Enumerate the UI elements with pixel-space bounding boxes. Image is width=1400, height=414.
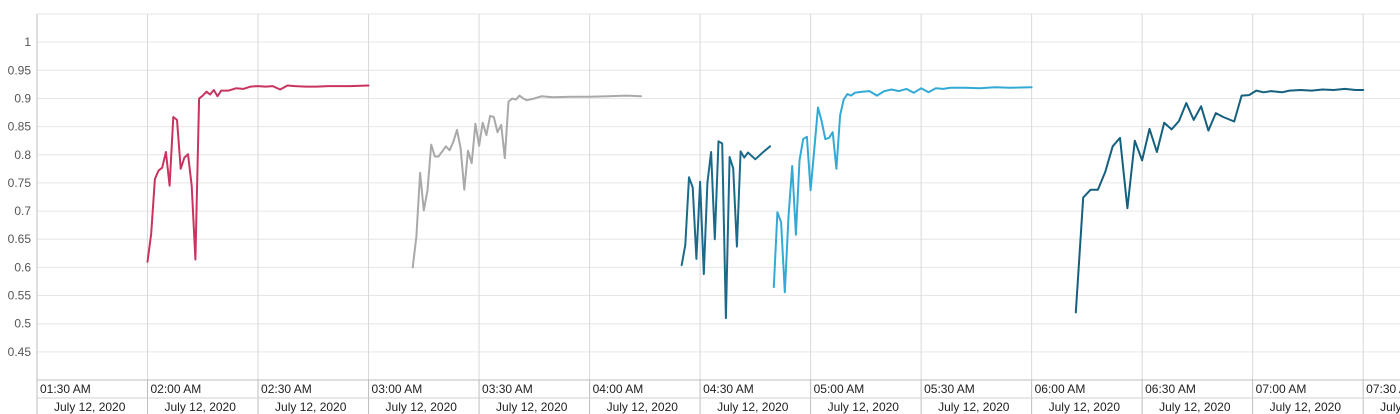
x-tick-time-label: 03:00 AM [372,382,423,396]
y-tick-label: 0.45 [8,345,32,359]
x-tick-time-label: 04:00 AM [593,382,644,396]
x-tick-time-label: 06:00 AM [1035,382,1086,396]
y-tick-label: 0.8 [14,148,31,162]
x-tick-date-label: July 12, 2020 [828,400,900,414]
x-tick-time-label: 07:00 AM [1256,382,1307,396]
x-tick-date-label: July 12, 2020 [1159,400,1231,414]
y-tick-label: 0.55 [8,289,32,303]
x-tick-date-label: July 12, 2020 [54,400,126,414]
x-tick-time-label: 05:00 AM [814,382,865,396]
x-tick-time-label: 05:30 AM [924,382,975,396]
y-tick-label: 0.85 [8,120,32,134]
series-line-2 [411,94,643,269]
x-tick-date-label: July 12, 2020 [1270,400,1342,414]
x-tick-time-label: 06:30 AM [1145,382,1196,396]
x-tick-time-label: 02:00 AM [151,382,202,396]
y-tick-label: 0.6 [14,260,31,274]
grid-layer [36,13,1400,380]
x-tick-date-label: July 12, 2020 [275,400,347,414]
y-tick-label: 0.7 [14,204,31,218]
y-tick-label: 1 [24,35,31,49]
x-tick-time-label: 07:30 AM [1366,382,1400,396]
x-tick-date-label: July 12, 2020 [165,400,237,414]
x-tick-date-label: July 12, 2020 [607,400,679,414]
y-tick-label: 0.9 [14,91,31,105]
series-line-4 [772,86,1033,294]
series-line-3 [680,140,772,320]
x-tick-time-label: 03:30 AM [482,382,533,396]
series-line-5 [1074,87,1365,314]
y-tick-label: 0.95 [8,63,32,77]
x-tick-date-label: July 12, 2020 [717,400,789,414]
axis-layer: 0.45 0.5 0.55 0.6 0.65 0.7 0.75 0.8 0.85 0.9 0.95 1… [8,14,1400,414]
x-tick-date-label: July 12, 2020 [938,400,1010,414]
y-tick-label: 0.65 [8,232,32,246]
x-tick-time-label: 04:30 AM [703,382,754,396]
x-tick-date-label: July 12, 2020 [386,400,458,414]
y-tick-label: 0.5 [14,317,31,331]
x-tick-date-label: July 12, 2020 [1380,400,1400,414]
series-layer [146,84,1365,320]
x-tick-date-label: July 12, 2020 [496,400,568,414]
series-line-1 [146,84,370,263]
x-tick-time-label: 02:30 AM [261,382,312,396]
x-tick-time-label: 01:30 AM [40,382,91,396]
y-tick-label: 0.75 [8,176,32,190]
x-tick-date-label: July 12, 2020 [1049,400,1121,414]
